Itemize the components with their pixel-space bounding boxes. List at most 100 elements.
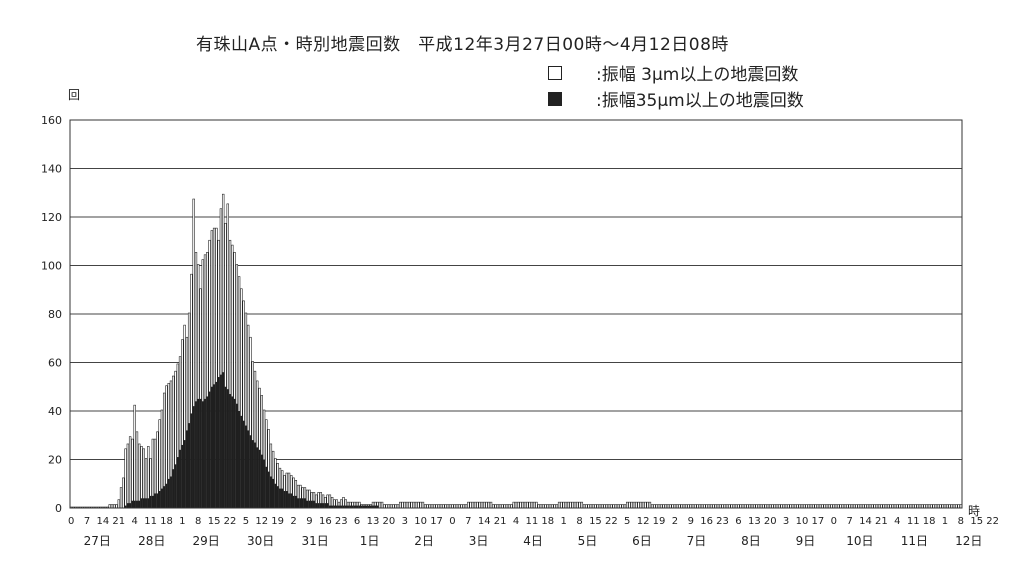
bar-3um <box>728 504 731 509</box>
x-tick-label: 19 <box>271 516 284 527</box>
bar-35um <box>185 430 188 508</box>
day-label: 12日 <box>955 534 982 548</box>
bar-3um <box>852 504 856 509</box>
bar-3um <box>612 504 615 509</box>
x-tick-label: 6 <box>354 516 360 527</box>
x-tick-label: 5 <box>243 516 249 527</box>
bar-35um <box>204 398 206 508</box>
bar-3um <box>782 504 786 509</box>
day-label: 10日 <box>846 534 873 548</box>
bar-3um <box>834 504 838 509</box>
bar-35um <box>367 505 370 508</box>
bar-3um <box>859 504 863 509</box>
bar-3um <box>873 504 876 509</box>
x-tick-label: 1 <box>560 516 566 527</box>
bar-3um <box>469 501 472 509</box>
bar-35um <box>322 503 324 508</box>
bar-3um <box>918 504 922 509</box>
bar-35um <box>283 491 286 508</box>
bar-3um <box>621 504 624 509</box>
bar-35um <box>349 505 352 508</box>
bar-3um <box>512 501 515 509</box>
bar-3um <box>823 504 826 509</box>
bar-3um <box>428 504 431 509</box>
bar-35um <box>149 495 152 508</box>
bar-3um <box>471 501 475 509</box>
x-tick-label: 13 <box>748 516 761 527</box>
day-label: 30日 <box>247 534 274 548</box>
bar-3um <box>914 504 917 509</box>
bar-3um <box>571 501 574 509</box>
bar-35um <box>213 384 216 508</box>
bar-35um <box>244 425 247 508</box>
bar-3um <box>503 504 506 509</box>
bar-35um <box>263 459 265 508</box>
bar-3um <box>435 504 438 509</box>
bar-3um <box>780 504 783 509</box>
bar-3um <box>410 501 413 509</box>
x-axis-unit: 時 <box>968 504 981 518</box>
bar-35um <box>247 430 250 508</box>
bar-3um <box>424 504 427 509</box>
day-label: 6日 <box>632 534 652 548</box>
bar-3um <box>741 504 745 509</box>
y-tick-label: 40 <box>48 405 62 418</box>
bar-3um <box>117 499 121 509</box>
bar-3um <box>821 504 824 509</box>
bar-3um <box>478 501 481 509</box>
bar-3um <box>553 504 556 509</box>
bar-3um <box>510 504 513 509</box>
x-tick-label: 11 <box>526 516 539 527</box>
bar-3um <box>467 501 470 509</box>
bar-35um <box>238 411 241 508</box>
bar-35um <box>376 505 379 508</box>
legend-item-35um: :振幅35μm以上の地震回数 <box>548 86 804 111</box>
bar-35um <box>324 503 327 508</box>
bar-3um <box>619 504 622 509</box>
bar-3um <box>122 477 125 509</box>
bar-3um <box>678 504 681 509</box>
bar-35um <box>265 466 268 508</box>
x-tick-label: 16 <box>700 516 713 527</box>
bar-35um <box>140 498 143 508</box>
bar-3um <box>943 504 947 509</box>
bar-3um <box>392 504 395 509</box>
bar-3um <box>605 504 608 509</box>
bar-35um <box>317 503 320 508</box>
bar-3um <box>426 504 429 509</box>
bar-3um <box>614 504 618 509</box>
bar-3um <box>700 504 704 509</box>
plot-frame <box>69 119 963 509</box>
bar-3um <box>723 504 727 509</box>
x-tick-label: 17 <box>812 516 825 527</box>
bar-35um <box>356 505 359 508</box>
bar-3um <box>941 504 944 509</box>
bar-3um <box>691 504 695 509</box>
bar-3um <box>830 504 833 509</box>
bar-35um <box>326 503 329 508</box>
bar-3um <box>923 504 926 509</box>
bar-3um <box>648 501 652 509</box>
bar-35um <box>254 442 256 508</box>
bar-35um <box>176 457 179 508</box>
bar-35um <box>315 503 318 508</box>
bar-3um <box>487 501 490 509</box>
bar-35um <box>145 498 147 508</box>
legend-label-3um: :振幅 3μm以上の地震回数 <box>596 65 799 85</box>
bar-3um <box>750 504 754 509</box>
bar-3um <box>721 504 724 509</box>
bar-3um <box>492 504 495 509</box>
bar-35um <box>269 476 272 508</box>
bar-3um <box>932 504 935 509</box>
bar-3um <box>698 504 702 509</box>
x-tick-label: 15 <box>970 516 983 527</box>
bar-35um <box>208 391 211 508</box>
bar-3um <box>712 504 715 509</box>
bar-3um <box>455 504 459 509</box>
bar-3um <box>582 504 586 509</box>
bar-3um <box>675 504 679 509</box>
x-tick-label: 23 <box>335 516 348 527</box>
day-label: 4日 <box>523 534 543 548</box>
bar-3um <box>626 501 629 509</box>
bar-3um <box>950 504 953 509</box>
